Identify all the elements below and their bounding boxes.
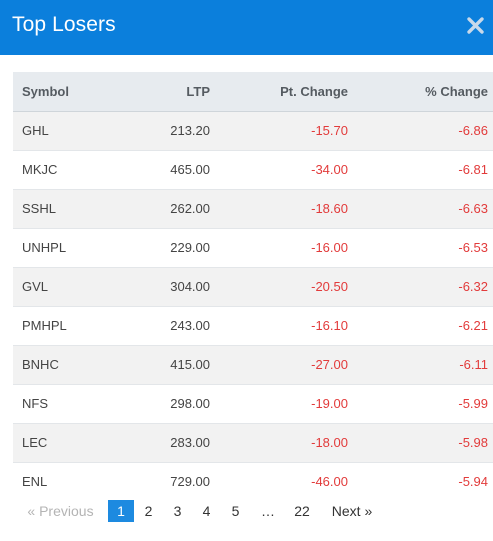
table-row: NFS 298.00 -19.00 -5.99 (13, 384, 493, 423)
table-row: UNHPL 229.00 -16.00 -6.53 (13, 228, 493, 267)
ltp-cell: 729.00 (170, 474, 210, 490)
ltp-cell: 304.00 (170, 279, 210, 294)
modal-title: Top Losers (12, 13, 116, 36)
table-row: GVL 304.00 -20.50 -6.32 (13, 267, 493, 306)
ltp-cell: 465.00 (170, 162, 210, 177)
ltp-cell: 243.00 (170, 318, 210, 333)
pct-change-cell: -6.53 (458, 240, 488, 255)
page-button-3[interactable]: 3 (173, 503, 182, 519)
table-row: BNHC 415.00 -27.00 -6.11 (13, 345, 493, 384)
page-button-5[interactable]: 5 (231, 503, 240, 519)
table-row: PMHPL 243.00 -16.10 -6.21 (13, 306, 493, 345)
symbol-cell: MKJC (22, 162, 58, 177)
symbol-cell: GVL (22, 279, 49, 294)
ltp-cell: 283.00 (170, 435, 210, 450)
table-row: GHL 213.20 -15.70 -6.86 (13, 111, 493, 150)
losers-table: Symbol LTP Pt. Change % Change GHL 213.2… (13, 72, 493, 501)
column-header-pt-change[interactable]: Pt. Change (210, 72, 348, 112)
page-button-1[interactable]: 1 (108, 500, 134, 522)
pt-change-cell: -16.10 (311, 318, 348, 333)
pct-change-cell: -6.21 (458, 318, 488, 333)
page-button-22[interactable]: 22 (294, 503, 310, 519)
close-button[interactable] (463, 12, 489, 40)
ltp-cell: 262.00 (170, 201, 210, 216)
column-header-ltp[interactable]: LTP (132, 72, 210, 112)
pct-change-cell: -6.11 (459, 357, 488, 372)
pct-change-cell: -6.81 (458, 162, 488, 177)
modal-header: Top Losers (0, 0, 493, 55)
ltp-cell: 415.00 (170, 357, 210, 372)
pagination: « Previous 1 2 3 4 5 … 22 Next » (13, 500, 382, 522)
table-row: ENL 729.00 -46.00 -5.94 (13, 462, 493, 501)
symbol-cell: ENL (22, 474, 48, 490)
table-row: MKJC 465.00 -34.00 -6.81 (13, 150, 493, 189)
pt-change-cell: -34.00 (311, 162, 348, 177)
pt-change-cell: -18.60 (311, 201, 348, 216)
page-button-2[interactable]: 2 (144, 503, 153, 519)
pagination-ellipsis: … (261, 503, 275, 519)
symbol-cell: LEC (22, 435, 48, 450)
symbol-cell: BNHC (22, 357, 59, 372)
pt-change-cell: -20.50 (311, 279, 348, 294)
pt-change-cell: -46.00 (311, 474, 348, 490)
pct-change-cell: -6.63 (458, 201, 488, 216)
ltp-cell: 213.20 (170, 123, 210, 138)
pct-change-cell: -5.99 (458, 396, 488, 411)
column-header-pct-change[interactable]: % Change (348, 72, 493, 112)
symbol-cell: GHL (22, 123, 49, 138)
pt-change-cell: -18.00 (311, 435, 348, 450)
pt-change-cell: -16.00 (311, 240, 348, 255)
pct-change-cell: -6.32 (458, 279, 488, 294)
pt-change-cell: -27.00 (311, 357, 348, 372)
pct-change-cell: -5.98 (458, 435, 488, 450)
losers-table-container: Symbol LTP Pt. Change % Change GHL 213.2… (13, 72, 493, 501)
previous-page-button[interactable]: « Previous (27, 503, 94, 519)
pct-change-cell: -6.86 (458, 123, 488, 138)
ltp-cell: 229.00 (170, 240, 210, 255)
table-row: LEC 283.00 -18.00 -5.98 (13, 423, 493, 462)
pt-change-cell: -15.70 (311, 123, 348, 138)
pct-change-cell: -5.94 (458, 474, 488, 490)
symbol-cell: SSHL (22, 201, 56, 216)
close-icon (467, 17, 484, 34)
symbol-cell: PMHPL (22, 318, 67, 333)
symbol-cell: NFS (22, 396, 48, 411)
symbol-cell: UNHPL (22, 240, 67, 255)
column-header-symbol[interactable]: Symbol (13, 72, 132, 112)
table-header-row: Symbol LTP Pt. Change % Change (13, 72, 493, 112)
table-row: SSHL 262.00 -18.60 -6.63 (13, 189, 493, 228)
page-button-4[interactable]: 4 (202, 503, 211, 519)
next-page-button[interactable]: Next » (331, 503, 373, 519)
ltp-cell: 298.00 (170, 396, 210, 411)
pt-change-cell: -19.00 (311, 396, 348, 411)
